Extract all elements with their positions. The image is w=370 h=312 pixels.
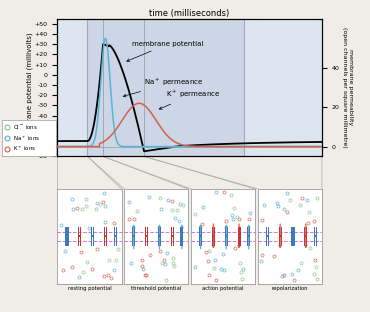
Bar <box>316 227 317 246</box>
Bar <box>182 227 184 246</box>
Text: Cl$^-$ ions: Cl$^-$ ions <box>13 123 38 131</box>
Bar <box>249 227 250 246</box>
Bar <box>304 227 306 246</box>
Bar <box>181 227 182 246</box>
Bar <box>280 227 282 246</box>
Text: Na$^+$ ions: Na$^+$ ions <box>13 134 40 143</box>
Bar <box>115 227 117 246</box>
Bar <box>199 227 200 246</box>
X-axis label: action potential: action potential <box>202 286 244 291</box>
Text: K$^+$ ions: K$^+$ ions <box>13 144 36 153</box>
Bar <box>247 236 250 237</box>
Bar <box>106 227 107 246</box>
X-axis label: resting potential: resting potential <box>68 286 111 291</box>
Bar <box>212 227 213 246</box>
Bar <box>132 227 133 246</box>
Bar <box>145 236 148 237</box>
Bar <box>226 227 228 246</box>
Bar <box>134 227 135 246</box>
Bar <box>279 227 280 246</box>
Text: Na$^+$ permeance: Na$^+$ permeance <box>123 77 203 97</box>
Bar <box>181 236 184 237</box>
Title: time (milliseconds): time (milliseconds) <box>149 9 230 18</box>
Bar <box>304 236 307 237</box>
Bar <box>266 236 269 237</box>
Bar <box>314 227 315 246</box>
Bar <box>214 227 215 246</box>
Bar <box>292 227 293 246</box>
Bar <box>279 236 282 237</box>
Bar <box>91 227 92 246</box>
Bar <box>212 236 215 237</box>
Bar <box>158 236 161 237</box>
Bar <box>114 227 115 246</box>
Bar <box>266 227 267 246</box>
Bar <box>132 236 135 237</box>
Bar <box>91 236 94 237</box>
Bar <box>145 227 146 246</box>
Bar <box>67 227 68 246</box>
Y-axis label: membrane potential (millivolts): membrane potential (millivolts) <box>27 32 33 143</box>
Bar <box>201 227 202 246</box>
Bar <box>65 227 67 246</box>
Bar <box>78 227 80 246</box>
Bar <box>104 227 105 246</box>
Bar <box>104 236 107 237</box>
Bar <box>293 227 295 246</box>
Bar <box>225 236 228 237</box>
Bar <box>93 227 94 246</box>
Bar <box>147 227 148 246</box>
Bar <box>158 227 159 246</box>
X-axis label: threshold potential: threshold potential <box>131 286 181 291</box>
Y-axis label: membrane permeability
(open channels per square millimetre): membrane permeability (open channels per… <box>342 27 353 148</box>
Bar <box>171 227 172 246</box>
Bar <box>87 19 244 156</box>
Bar <box>114 236 117 237</box>
X-axis label: repolarization: repolarization <box>272 286 308 291</box>
Text: membrane potential: membrane potential <box>127 41 203 61</box>
Bar <box>314 236 317 237</box>
Bar <box>160 227 161 246</box>
Bar <box>239 227 241 246</box>
Bar <box>238 227 239 246</box>
Bar <box>268 227 269 246</box>
Bar <box>306 227 307 246</box>
Text: K$^+$ permeance: K$^+$ permeance <box>159 89 220 109</box>
Bar <box>292 236 295 237</box>
Bar <box>171 236 174 237</box>
Bar <box>238 236 240 237</box>
Bar <box>173 227 174 246</box>
Bar <box>199 236 202 237</box>
Bar <box>247 227 248 246</box>
Bar <box>78 236 81 237</box>
Bar <box>65 236 68 237</box>
Bar <box>225 227 226 246</box>
Bar <box>80 227 81 246</box>
